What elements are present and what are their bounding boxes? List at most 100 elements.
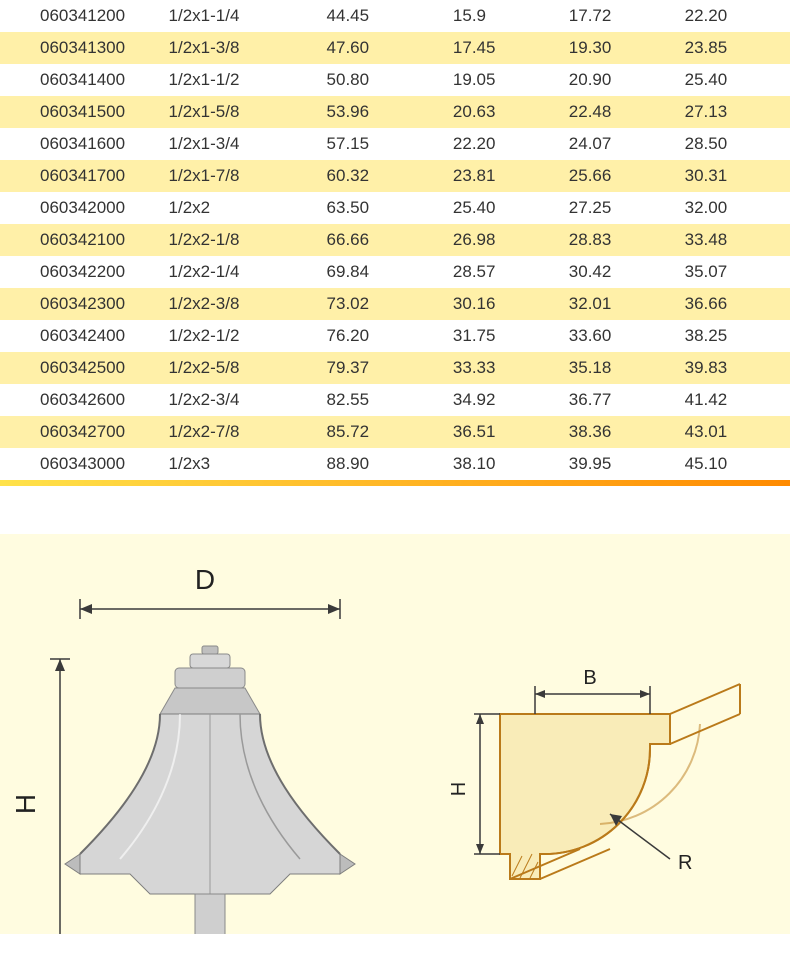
table-cell: 39.83 <box>685 352 790 384</box>
table-cell: 1/2x1-5/8 <box>169 96 327 128</box>
dim-line-d <box>80 599 340 619</box>
table-cell: 32.00 <box>685 192 790 224</box>
table-cell: 060342600 <box>0 384 169 416</box>
table-cell: 060342000 <box>0 192 169 224</box>
table-cell: 35.07 <box>685 256 790 288</box>
table-row: 0603426001/2x2-3/482.5534.9236.7741.42 <box>0 384 790 416</box>
table-cell: 1/2x2-5/8 <box>169 352 327 384</box>
table-cell: 33.33 <box>453 352 569 384</box>
table-cell: 31.75 <box>453 320 569 352</box>
table-cell: 69.84 <box>327 256 453 288</box>
table-cell: 1/2x2-7/8 <box>169 416 327 448</box>
table-cell: 38.36 <box>569 416 685 448</box>
table-cell: 76.20 <box>327 320 453 352</box>
table-cell: 1/2x1-1/4 <box>169 0 327 32</box>
table-cell: 44.45 <box>327 0 453 32</box>
table-cell: 79.37 <box>327 352 453 384</box>
spec-table: 0603412001/2x1-1/444.4515.917.7222.20060… <box>0 0 790 480</box>
table-cell: 24.07 <box>569 128 685 160</box>
table-cell: 060341400 <box>0 64 169 96</box>
table-cell: 28.57 <box>453 256 569 288</box>
table-cell: 060342200 <box>0 256 169 288</box>
table-cell: 1/2x2-3/4 <box>169 384 327 416</box>
dim-r <box>610 814 670 859</box>
dim-label-h-right: H <box>448 782 470 796</box>
table-row: 0603412001/2x1-1/444.4515.917.7222.20 <box>0 0 790 32</box>
table-cell: 22.20 <box>685 0 790 32</box>
table-cell: 53.96 <box>327 96 453 128</box>
table-cell: 32.01 <box>569 288 685 320</box>
router-bit-body <box>65 646 355 934</box>
table-cell: 22.20 <box>453 128 569 160</box>
table-cell: 45.10 <box>685 448 790 480</box>
table-row: 0603417001/2x1-7/860.3223.8125.6630.31 <box>0 160 790 192</box>
table-cell: 22.48 <box>569 96 685 128</box>
table-cell: 060341700 <box>0 160 169 192</box>
table-row: 0603425001/2x2-5/879.3733.3335.1839.83 <box>0 352 790 384</box>
section-gap <box>0 486 790 534</box>
table-cell: 1/2x2 <box>169 192 327 224</box>
table-cell: 1/2x2-1/4 <box>169 256 327 288</box>
table-cell: 20.90 <box>569 64 685 96</box>
table-cell: 1/2x2-1/8 <box>169 224 327 256</box>
table-cell: 060342700 <box>0 416 169 448</box>
table-cell: 060342400 <box>0 320 169 352</box>
spec-table-container: 0603412001/2x1-1/444.4515.917.7222.20060… <box>0 0 790 486</box>
table-cell: 1/2x1-1/2 <box>169 64 327 96</box>
table-cell: 30.16 <box>453 288 569 320</box>
table-cell: 34.92 <box>453 384 569 416</box>
table-cell: 23.85 <box>685 32 790 64</box>
table-row: 0603420001/2x263.5025.4027.2532.00 <box>0 192 790 224</box>
table-cell: 82.55 <box>327 384 453 416</box>
table-cell: 36.77 <box>569 384 685 416</box>
profile-body <box>500 684 740 879</box>
table-cell: 39.95 <box>569 448 685 480</box>
dim-label-r: R <box>678 852 692 874</box>
table-cell: 15.9 <box>453 0 569 32</box>
table-cell: 1/2x1-3/4 <box>169 128 327 160</box>
table-cell: 17.72 <box>569 0 685 32</box>
table-cell: 73.02 <box>327 288 453 320</box>
table-cell: 38.10 <box>453 448 569 480</box>
table-row: 0603424001/2x2-1/276.2031.7533.6038.25 <box>0 320 790 352</box>
table-row: 0603415001/2x1-5/853.9620.6322.4827.13 <box>0 96 790 128</box>
table-cell: 25.40 <box>685 64 790 96</box>
table-row: 0603414001/2x1-1/250.8019.0520.9025.40 <box>0 64 790 96</box>
table-cell: 30.31 <box>685 160 790 192</box>
table-cell: 1/2x3 <box>169 448 327 480</box>
table-cell: 20.63 <box>453 96 569 128</box>
table-cell: 36.51 <box>453 416 569 448</box>
table-cell: 060342500 <box>0 352 169 384</box>
table-cell: 88.90 <box>327 448 453 480</box>
table-row: 0603430001/2x388.9038.1039.9545.10 <box>0 448 790 480</box>
table-cell: 57.15 <box>327 128 453 160</box>
table-cell: 23.81 <box>453 160 569 192</box>
table-cell: 19.05 <box>453 64 569 96</box>
table-cell: 35.18 <box>569 352 685 384</box>
table-row: 0603423001/2x2-3/873.0230.1632.0136.66 <box>0 288 790 320</box>
table-row: 0603421001/2x2-1/866.6626.9828.8333.48 <box>0 224 790 256</box>
table-cell: 060342100 <box>0 224 169 256</box>
table-row: 0603422001/2x2-1/469.8428.5730.4235.07 <box>0 256 790 288</box>
table-cell: 27.25 <box>569 192 685 224</box>
table-cell: 28.83 <box>569 224 685 256</box>
table-cell: 25.40 <box>453 192 569 224</box>
table-cell: 43.01 <box>685 416 790 448</box>
table-cell: 17.45 <box>453 32 569 64</box>
table-cell: 060342300 <box>0 288 169 320</box>
table-cell: 060343000 <box>0 448 169 480</box>
dim-line-h <box>50 659 70 934</box>
table-cell: 26.98 <box>453 224 569 256</box>
table-cell: 1/2x2-3/8 <box>169 288 327 320</box>
profile-diagram: B H R <box>440 654 760 934</box>
table-cell: 060341200 <box>0 0 169 32</box>
dim-line-b <box>535 686 650 714</box>
dim-label-b: B <box>583 667 596 689</box>
diagram-panel: D H <box>0 534 790 934</box>
table-cell: 060341500 <box>0 96 169 128</box>
table-cell: 63.50 <box>327 192 453 224</box>
table-cell: 33.60 <box>569 320 685 352</box>
table-cell: 1/2x2-1/2 <box>169 320 327 352</box>
dim-label-h: H <box>10 794 41 814</box>
table-cell: 41.42 <box>685 384 790 416</box>
